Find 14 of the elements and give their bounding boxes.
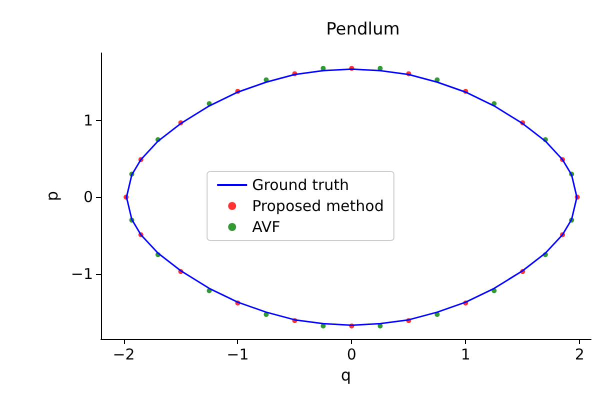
y-tick-label: 1 [83, 111, 93, 130]
x-tick-label: 2 [574, 346, 584, 364]
x-tick-label: 0 [346, 346, 356, 364]
x-tick-label: −2 [112, 346, 135, 364]
legend-label: Proposed method [252, 197, 384, 215]
legend-label: AVF [252, 218, 280, 236]
y-axis-title: p [42, 190, 62, 202]
legend-label: Ground truth [252, 176, 350, 194]
x-axis-title: q [340, 365, 352, 384]
x-tick-label: −1 [226, 346, 249, 364]
y-tick-label: 0 [83, 188, 93, 206]
chart-title: Pendlum [326, 20, 400, 40]
y-tick-label: −1 [70, 264, 93, 283]
x-tick-label: 1 [460, 346, 470, 364]
